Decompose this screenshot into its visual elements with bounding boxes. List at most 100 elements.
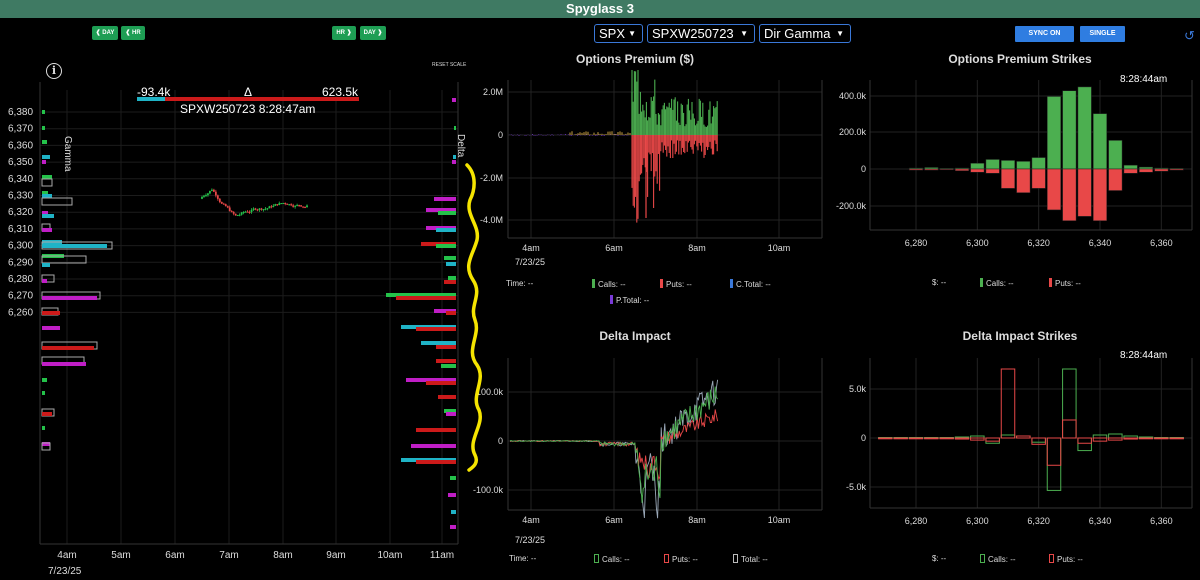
delta-impact-chart[interactable]: 100.0k 0 -100.0k 4am 6am 8am 10am bbox=[460, 348, 830, 533]
puts-strike-bar bbox=[1154, 168, 1169, 172]
calls-strike-bar bbox=[1077, 86, 1092, 170]
price-candle bbox=[296, 204, 299, 206]
y-tick-label: 6,320 bbox=[8, 207, 33, 218]
price-candle bbox=[207, 193, 209, 196]
puts-strike-bar bbox=[1000, 368, 1016, 439]
price-candle bbox=[244, 211, 247, 213]
puts-strike-bar bbox=[909, 168, 923, 171]
yellow-annotation bbox=[465, 163, 483, 472]
puts-strike-bar bbox=[939, 437, 954, 440]
delta-bar bbox=[406, 378, 456, 382]
x-tick-label: 7am bbox=[219, 550, 238, 561]
delta-range-bar bbox=[137, 97, 359, 101]
puts-strike-bar bbox=[908, 437, 924, 440]
premium-legend-puts: Puts: -- bbox=[660, 279, 692, 289]
delta-bar bbox=[411, 444, 456, 448]
calls-strike-bar bbox=[1062, 368, 1077, 439]
premium-strikes-chart[interactable]: 400.0k 200.0k 0 -200.0k 6,280 6,300 6,320 6,340… bbox=[830, 70, 1200, 260]
delta-strikes-chart[interactable]: 5.0k 0 -5.0k 6,280 6,300 6,320 6,340 6,360 bbox=[830, 348, 1200, 538]
delta-bar bbox=[434, 309, 456, 313]
price-candle bbox=[304, 206, 306, 208]
puts-strike-bar bbox=[985, 437, 1000, 442]
price-candle bbox=[306, 205, 308, 207]
price-candle bbox=[248, 211, 251, 213]
x-tick-label: 6,280 bbox=[905, 238, 928, 248]
calls-strike-bar bbox=[970, 163, 985, 170]
metric-select[interactable]: Dir Gamma ▼ bbox=[759, 24, 851, 43]
x-tick-label: 5am bbox=[111, 550, 130, 561]
refresh-icon[interactable]: ↺ bbox=[1184, 28, 1195, 43]
puts-strike-bar bbox=[1031, 168, 1046, 189]
gamma-bar bbox=[42, 140, 47, 144]
puts-strike-bar bbox=[1093, 168, 1107, 221]
puts-strike-bar bbox=[878, 437, 893, 440]
dropdown-arrow-icon: ▼ bbox=[628, 29, 636, 38]
gamma-bar bbox=[42, 296, 97, 300]
x-tick-label: 6,300 bbox=[966, 238, 989, 248]
delta-bar bbox=[426, 208, 456, 212]
puts-strike-bar bbox=[1047, 168, 1061, 211]
delta-bar bbox=[416, 327, 456, 331]
x-tick-label: 6,300 bbox=[966, 516, 989, 526]
gamma-bar bbox=[42, 263, 50, 267]
y-tick-label: 6,330 bbox=[8, 191, 33, 202]
option-select[interactable]: SPXW250723 ▼ bbox=[647, 24, 755, 43]
y-tick-label: 6,340 bbox=[8, 174, 33, 185]
ctotal-swatch bbox=[730, 279, 733, 288]
price-candle bbox=[222, 203, 225, 205]
price-candle bbox=[276, 204, 279, 206]
x-tick-label: 10am bbox=[377, 550, 402, 561]
y-tick-label: -200.0k bbox=[836, 201, 867, 211]
gamma-bar bbox=[42, 378, 47, 382]
delta-bar bbox=[451, 510, 456, 514]
gamma-bar-outline bbox=[41, 197, 73, 206]
puts-swatch bbox=[1049, 278, 1052, 287]
delta-bar bbox=[386, 293, 456, 297]
delta-bar bbox=[452, 98, 456, 102]
main-price-chart[interactable]: 6,380 6,370 6,360 6,350 6,340 6,330 6,320 6,310… bbox=[0, 82, 460, 580]
gamma-bar bbox=[42, 412, 52, 416]
puts-text: Puts: -- bbox=[1057, 555, 1083, 564]
calls-strike-bar bbox=[985, 159, 1000, 170]
dropdown-arrow-icon: ▼ bbox=[836, 29, 844, 38]
delta-bar bbox=[434, 197, 456, 201]
delta-bar bbox=[438, 395, 456, 399]
hour-forward-button[interactable]: HR ❱ bbox=[332, 26, 356, 40]
reset-scale-button[interactable]: RESET SCALE bbox=[432, 62, 467, 68]
metric-select-value: Dir Gamma bbox=[764, 26, 831, 41]
puts-strike-bar bbox=[1138, 437, 1154, 440]
calls-strike-bar bbox=[1001, 160, 1015, 170]
hour-back-button[interactable]: ❰ HR bbox=[121, 26, 145, 40]
delta-strikes-timestamp: 8:28:44am bbox=[1120, 350, 1168, 361]
price-candle bbox=[214, 191, 217, 196]
calls-strike-bar bbox=[1139, 166, 1153, 170]
delta-impact-title: Delta Impact bbox=[599, 329, 671, 343]
price-candle bbox=[292, 205, 295, 207]
single-button[interactable]: SINGLE bbox=[1080, 26, 1125, 42]
price-candle bbox=[294, 205, 297, 207]
puts-strike-bar bbox=[924, 168, 939, 171]
ps-legend-dollar: $: -- bbox=[932, 278, 947, 287]
gamma-bar bbox=[42, 362, 86, 366]
premium-legend-calls: Calls: -- bbox=[592, 279, 626, 289]
y-tick-label: -2.0M bbox=[480, 173, 503, 183]
puts-strike-bar bbox=[1108, 168, 1123, 191]
price-candle bbox=[300, 205, 302, 207]
info-icon[interactable]: i bbox=[46, 63, 62, 79]
y-tick-label: 0 bbox=[498, 436, 503, 446]
day-forward-button[interactable]: DAY ❱ bbox=[360, 26, 386, 40]
gamma-bar bbox=[42, 191, 48, 195]
calls-strike-bar bbox=[1077, 437, 1092, 452]
price-candle bbox=[226, 206, 229, 208]
premium-legend-time: Time: -- bbox=[506, 279, 534, 288]
calls-text: Calls: -- bbox=[598, 280, 626, 289]
premium-chart[interactable]: 2.0M 0 -2.0M -4.0M 4am 6am 8am 10am bbox=[460, 70, 830, 270]
y-tick-label: -4.0M bbox=[480, 215, 503, 225]
x-tick-label: 6am bbox=[605, 515, 623, 525]
day-back-button[interactable]: ❰ DAY bbox=[92, 26, 118, 40]
symbol-select[interactable]: SPX ▼ bbox=[594, 24, 643, 43]
sync-button[interactable]: SYNC ON bbox=[1015, 26, 1074, 42]
x-tick-label: 6,320 bbox=[1027, 238, 1050, 248]
delta-bar bbox=[448, 493, 456, 497]
puts-strike-bar bbox=[1108, 437, 1123, 441]
